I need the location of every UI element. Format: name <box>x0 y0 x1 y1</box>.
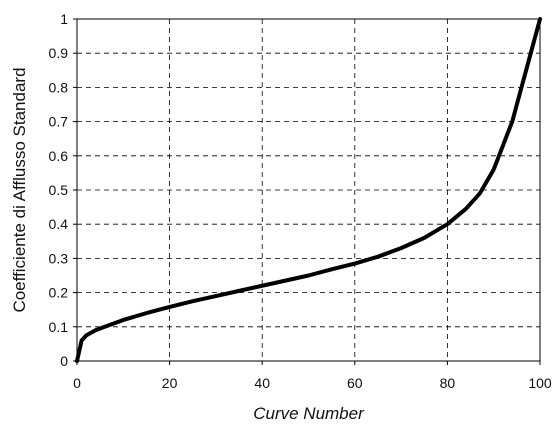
x-axis-title: Curve Number <box>253 404 365 423</box>
x-tick-label: 0 <box>73 375 81 391</box>
x-tick-label: 60 <box>347 375 363 391</box>
grid-lines <box>77 19 540 361</box>
y-tick-label: 0.3 <box>49 250 69 266</box>
y-tick-label: 0.1 <box>49 319 69 335</box>
y-tick-label: 0.6 <box>49 148 69 164</box>
plot-frame <box>76 18 541 362</box>
series-line-curve <box>75 17 542 363</box>
x-tick-label: 20 <box>162 375 178 391</box>
x-tick-label: 100 <box>528 375 552 391</box>
x-tick-label: 40 <box>254 375 270 391</box>
y-tick-label: 0.7 <box>49 114 69 130</box>
y-axis-title: Coefficiente di Afflusso Standard <box>10 67 29 312</box>
y-tick-label: 0 <box>60 353 68 369</box>
y-tick-label: 0.2 <box>49 285 69 301</box>
x-tick-label: 80 <box>440 375 456 391</box>
y-tick-label: 0.4 <box>49 216 69 232</box>
y-tick-label: 0.9 <box>49 45 69 61</box>
y-tick-label: 1 <box>60 11 68 27</box>
y-tick-label: 0.5 <box>49 182 69 198</box>
axis-ticks: 0 20 40 60 80 100 0 0.1 0.2 0.3 0.4 0.5 0.6 0.7 0.8 0.9… <box>49 11 552 391</box>
y-tick-label: 0.8 <box>49 79 69 95</box>
